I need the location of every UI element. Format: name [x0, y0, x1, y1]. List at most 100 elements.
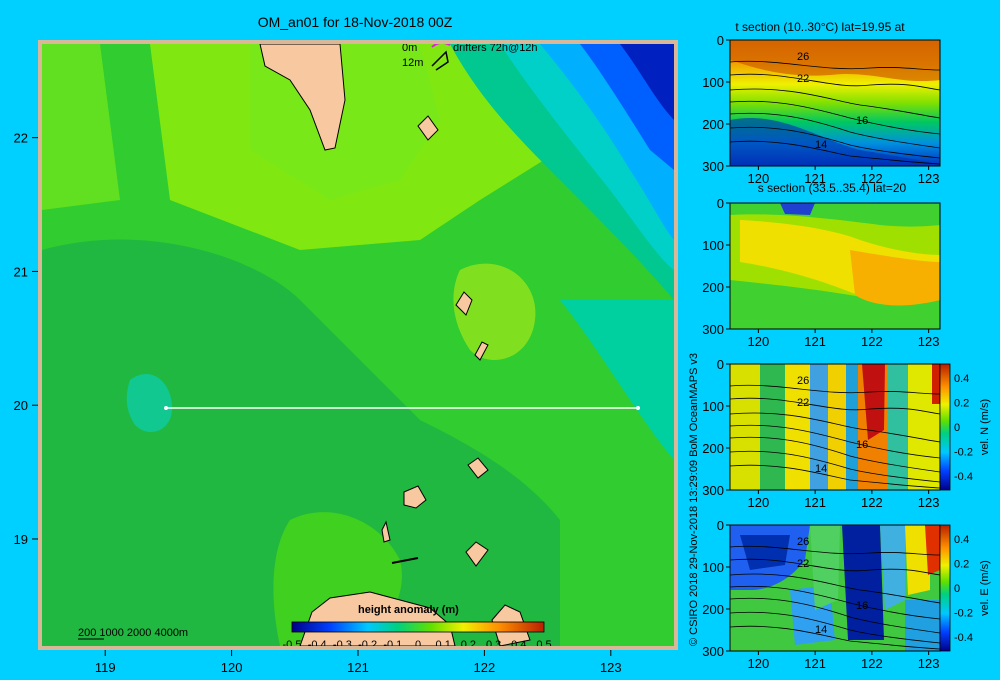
map-colorbar: [291, 621, 545, 633]
map-colorbar-tick-label: -0.3: [333, 639, 352, 651]
field-region-east-5: [620, 44, 674, 120]
panel-colorbar-tick-label: 0.2: [954, 559, 969, 571]
section-start-marker: [164, 406, 168, 410]
field-region-low: [42, 239, 560, 646]
panel-s-axes: 120 121 122 123 0 100 200 300: [702, 196, 939, 349]
panel-vele-colorbar-label: vel. E (m/s): [979, 560, 991, 616]
panel-colorbar-tick-label: 0: [954, 583, 960, 595]
panel-veln-band-10: [932, 364, 940, 404]
panel-s-fresh-patch: [780, 203, 815, 215]
panel-y-tick-label: 300: [702, 483, 724, 498]
panel-vele-patch-4: [905, 525, 930, 595]
panel-veln-label-22: 22: [797, 397, 809, 409]
island-7: [465, 541, 489, 567]
island-2: [455, 291, 473, 316]
panel-x-tick-label: 121: [804, 656, 826, 671]
map-plot: 0m drifters 72h@12h 12m 200 1000 2000 40…: [14, 40, 678, 675]
island-5: [403, 485, 427, 509]
panel-x-tick-label: 120: [748, 495, 770, 510]
panel-t-axes: 120 121 122 123 0 100 200 300: [702, 33, 939, 186]
panel-vele-label-26: 26: [797, 536, 809, 548]
field-region-high-east: [453, 263, 536, 360]
map-x-tick-label: 123: [600, 660, 622, 675]
map-colorbar-tick-label: -0.2: [358, 639, 377, 651]
depth-scale-label: 200 1000 2000 4000m: [78, 627, 188, 639]
drifter-label-0m: 0m: [402, 42, 417, 54]
map-colorbar-label: height anomaly (m): [358, 604, 459, 616]
panel-vele-west-core: [740, 535, 790, 570]
panel-x-tick-label: 120: [748, 656, 770, 671]
panel-colorbar-tick-label: 0.2: [954, 398, 969, 410]
map-colorbar-tick-label: 0.3: [486, 639, 501, 651]
panel-x-tick-label: 122: [861, 656, 883, 671]
panel-veln-band-6: [846, 364, 858, 490]
map-colorbar-tick-label: 0.2: [461, 639, 476, 651]
panel-t-label-16: 16: [856, 115, 868, 127]
panel-t-frame: [729, 39, 941, 167]
panel-x-tick-label: 122: [861, 495, 883, 510]
panel-veln-colorbar-label: vel. N (m/s): [979, 399, 991, 455]
map-x-tick-label: 122: [474, 660, 496, 675]
panel-y-tick-label: 300: [702, 159, 724, 174]
panel-t-label-22: 22: [797, 73, 809, 85]
panel-x-tick-label: 121: [804, 171, 826, 186]
panel-veln-contours: [729, 384, 941, 489]
panel-s-frame: [729, 202, 941, 330]
panel-veln-strong-flow: [862, 364, 885, 440]
panel-y-tick-label: 100: [702, 238, 724, 253]
panel-veln-label-14: 14: [815, 463, 827, 475]
section-end-marker: [636, 406, 640, 410]
field-region-lowest: [126, 374, 173, 433]
map-colorbar-ticks: -0.5 -0.4 -0.3 -0.2 -0.1 0 0.1 0.2 0.3 0.4 0.5: [283, 639, 552, 651]
panel-y-tick-label: 200: [702, 280, 724, 295]
panel-veln-band-8: [888, 364, 908, 490]
panel-y-tick-label: 100: [702, 399, 724, 414]
panel-colorbar-tick-label: -0.2: [954, 608, 973, 620]
panel-veln-band-4: [810, 364, 828, 490]
panel-y-tick-label: 300: [702, 322, 724, 337]
drifter-legend-label: drifters 72h@12h: [453, 42, 538, 54]
panel-colorbar-tick-label: 0: [954, 422, 960, 434]
panel-t-title: t section (10..30°C) lat=19.95 at: [735, 20, 905, 34]
map-x-tick-label: 120: [221, 660, 243, 675]
panel-veln-band-1: [730, 364, 760, 490]
panel-t-warm-layer: [730, 40, 940, 82]
panel-y-tick-label: 100: [702, 560, 724, 575]
panel-y-tick-label: 0: [717, 196, 724, 211]
panel-y-tick-label: 200: [702, 602, 724, 617]
panel-y-tick-label: 200: [702, 117, 724, 132]
map-y-tick-label: 22: [14, 131, 28, 146]
map-colorbar-tick-label: 0: [415, 639, 421, 651]
map-colorbar-tick-label: -0.4: [308, 639, 327, 651]
panel-colorbar-tick-label: -0.4: [954, 471, 973, 483]
map-y-tick-label: 19: [14, 532, 28, 547]
drifter-12m-icon: [431, 50, 449, 71]
map-colorbar-tick-label: -0.5: [283, 639, 302, 651]
panel-vele-patch-3: [880, 525, 905, 610]
credit-text: © CSIRO 2018 29-Nov-2018 13:29:09 BoM Oc…: [688, 352, 700, 646]
panel-y-tick-label: 300: [702, 644, 724, 659]
map-y-tick-label: 21: [14, 264, 28, 279]
panel-x-tick-label: 123: [918, 495, 940, 510]
panel-colorbar-tick-label: 0.4: [954, 534, 969, 546]
map-axis-ticks: 119 120 121 122 123 19 20 21 22: [14, 131, 622, 675]
island-4: [467, 457, 489, 479]
panel-x-tick-label: 122: [861, 334, 883, 349]
panel-s-highest-layer: [850, 250, 940, 306]
panel-x-tick-label: 120: [748, 334, 770, 349]
panel-vele-axes: 120 121 122 123 0 100 200 300: [702, 518, 939, 671]
panel-x-tick-label: 121: [804, 495, 826, 510]
panel-veln-colorbar-ticks: 0.4 0.2 0 -0.2 -0.4: [954, 373, 973, 483]
panel-x-tick-label: 121: [804, 334, 826, 349]
island-1: [417, 115, 439, 141]
panel-y-tick-label: 0: [717, 357, 724, 372]
panel-veln-band-5: [828, 364, 846, 490]
panel-x-tick-label: 122: [861, 171, 883, 186]
panel-t-label-14: 14: [815, 139, 827, 151]
panel-y-tick-label: 0: [717, 33, 724, 48]
land-taiwan: [259, 44, 346, 151]
island-8: [391, 557, 419, 564]
panel-veln-label-26: 26: [797, 375, 809, 387]
